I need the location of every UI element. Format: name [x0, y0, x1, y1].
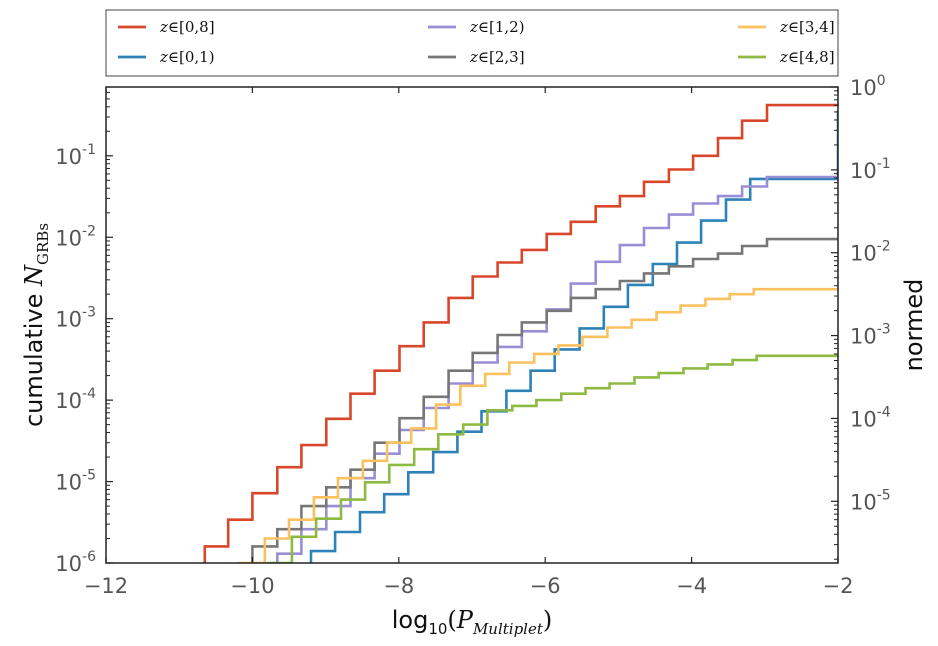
series-line-4	[237, 287, 838, 563]
x-axis-title-sub: 10	[428, 620, 447, 638]
legend-label-var: z	[469, 48, 478, 66]
right-y-tick-exponent: -2	[877, 239, 891, 255]
right-y-axis-title: normed	[900, 279, 928, 372]
legend-label: z∈[4,8]	[779, 48, 835, 66]
right-y-tick-label: 10-2	[850, 239, 891, 266]
right-y-tick-exponent: -1	[877, 156, 891, 172]
right-y-tick-base: 10	[850, 159, 877, 183]
y-tick-exponent: -3	[82, 305, 96, 321]
y-tick-exponent: -4	[82, 386, 96, 402]
y-tick-label: 10-2	[55, 223, 96, 250]
legend-label-var: z	[779, 48, 788, 66]
plot-frame	[105, 86, 839, 564]
legend-label: z∈[1,2)	[469, 18, 525, 36]
y-tick-label: 10-4	[55, 386, 96, 413]
legend-label-range: ∈[1,2)	[478, 18, 525, 36]
y-axis-title-var-sub: GRBs	[34, 223, 52, 265]
y-tick-exponent: -6	[82, 549, 96, 565]
legend-label-var: z	[159, 48, 168, 66]
x-tick-label: −6	[530, 574, 561, 598]
legend-entry: z∈[2,3]	[428, 48, 525, 66]
x-axis-title-var-sub: Multiplet	[472, 620, 544, 638]
legend-label-range: ∈[0,1)	[168, 48, 215, 66]
legend-label: z∈[3,4]	[779, 18, 835, 36]
y-tick-label: 10-5	[55, 468, 96, 495]
legend-entry: z∈[0,1)	[118, 48, 215, 66]
right-y-tick-exponent: -3	[877, 322, 891, 338]
legend-label-var: z	[159, 18, 168, 36]
x-axis-title-prefix: log	[392, 606, 429, 634]
legend-entry: z∈[3,4]	[738, 18, 835, 36]
series-layer	[203, 103, 838, 563]
right-y-tick-label: 10-1	[850, 156, 891, 183]
right-y-tick-exponent: 0	[877, 73, 886, 89]
series-line-1	[309, 110, 838, 563]
legend-entry: z∈[4,8]	[738, 48, 835, 66]
x-tick-label: −10	[230, 574, 274, 598]
right-y-tick-base: 10	[850, 325, 877, 349]
y-tick-label: 10-3	[55, 305, 96, 332]
y-axis-title-var: N	[20, 264, 48, 287]
legend-label: z∈[0,1)	[159, 48, 215, 66]
right-y-tick-exponent: -4	[877, 404, 891, 420]
series-line-0	[203, 103, 838, 563]
legend-label-range: ∈[0,8]	[168, 18, 215, 36]
x-axis-title: log10(PMultiplet)	[392, 606, 553, 638]
right-y-tick-label: 10-4	[850, 404, 891, 431]
legend-label-range: ∈[2,3]	[478, 48, 525, 66]
right-y-tick-label: 100	[850, 73, 886, 100]
y-tick-label: 10-6	[55, 549, 96, 576]
y-tick-base: 10	[55, 389, 82, 413]
right-y-tick-exponent: -5	[877, 487, 891, 503]
right-y-tick-label: 10-5	[850, 487, 891, 514]
legend-label-var: z	[779, 18, 788, 36]
legend: z∈[0,8]z∈[0,1)z∈[1,2)z∈[2,3]z∈[3,4]z∈[4,…	[105, 9, 839, 77]
x-axis-title-close: )	[543, 606, 552, 634]
y-axis-title: cumulative NGRBs	[20, 223, 52, 427]
right-y-tick-base: 10	[850, 407, 877, 431]
ticks-layer: −12 −10 −8 −6 −4 −210-610-510-410-310-210-110…	[55, 73, 890, 598]
right-y-tick-base: 10	[850, 76, 877, 100]
series-line-3	[251, 237, 838, 563]
legend-box	[105, 9, 839, 77]
y-tick-base: 10	[55, 308, 82, 332]
y-tick-base: 10	[55, 226, 82, 250]
y-tick-exponent: -5	[82, 468, 96, 484]
legend-entry: z∈[0,8]	[118, 18, 215, 36]
x-axis-title-open: (	[447, 606, 456, 634]
y-tick-base: 10	[55, 145, 82, 169]
y-axis-title-prefix: cumulative	[20, 286, 48, 427]
y-tick-exponent: -2	[82, 223, 96, 239]
legend-entry: z∈[1,2)	[428, 18, 525, 36]
right-y-tick-label: 10-3	[850, 322, 891, 349]
right-y-tick-base: 10	[850, 242, 877, 266]
series-line-5	[267, 354, 838, 563]
right-y-tick-base: 10	[850, 490, 877, 514]
legend-label: z∈[0,8]	[159, 18, 215, 36]
x-tick-label: −2	[823, 574, 854, 598]
y-tick-base: 10	[55, 471, 82, 495]
y-tick-label: 10-1	[55, 142, 96, 169]
x-tick-label: −4	[676, 574, 707, 598]
x-tick-label: −12	[84, 574, 128, 598]
legend-label-var: z	[469, 18, 478, 36]
legend-label-range: ∈[3,4]	[788, 18, 835, 36]
legend-label-range: ∈[4,8]	[788, 48, 835, 66]
x-axis-title-var: P	[456, 606, 474, 634]
y-tick-exponent: -1	[82, 142, 96, 158]
y-tick-base: 10	[55, 552, 82, 576]
legend-label: z∈[2,3]	[469, 48, 525, 66]
x-tick-label: −8	[383, 574, 414, 598]
